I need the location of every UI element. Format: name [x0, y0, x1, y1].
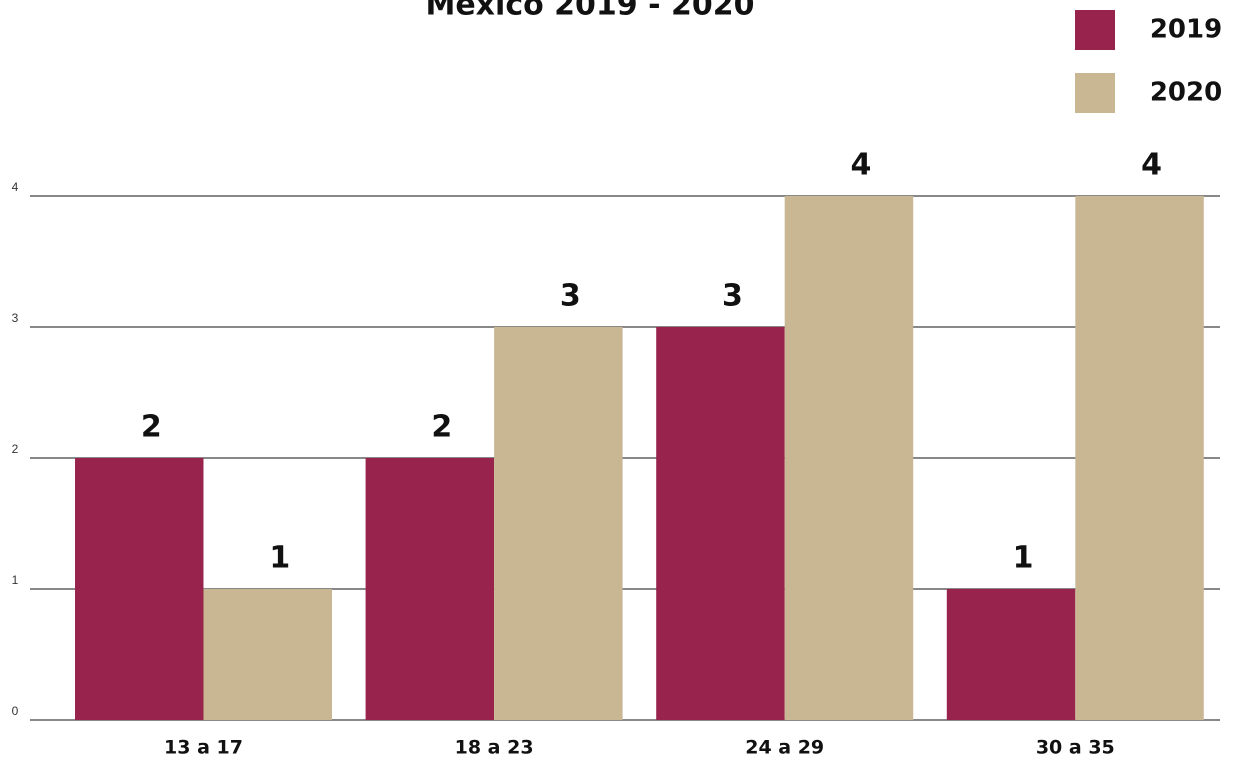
bar	[75, 458, 204, 720]
bar	[494, 327, 623, 720]
legend-swatch	[1075, 73, 1115, 113]
bar	[365, 458, 495, 720]
legend-swatch	[1075, 10, 1115, 50]
data-label: 1	[1013, 541, 1034, 576]
legend-label: 2019	[1150, 15, 1222, 45]
y-tick-label: 3	[12, 311, 19, 325]
data-label: 4	[851, 148, 872, 183]
data-label: 2	[141, 410, 162, 445]
y-tick-label: 0	[12, 704, 19, 718]
x-tick-label: 24 a 29	[745, 737, 824, 759]
chart-title: México 2019 - 2020	[425, 0, 754, 23]
data-label: 1	[269, 541, 290, 576]
legend-label: 2020	[1150, 78, 1222, 108]
bar	[1075, 196, 1204, 720]
y-tick-label: 1	[12, 573, 19, 587]
x-tick-label: 18 a 23	[455, 737, 534, 759]
bar	[656, 327, 785, 720]
x-tick-label: 30 a 35	[1036, 737, 1115, 759]
data-label: 2	[431, 410, 452, 445]
data-label: 3	[560, 279, 581, 314]
bar	[784, 196, 914, 720]
data-label: 3	[722, 279, 743, 314]
x-tick-label: 13 a 17	[164, 737, 243, 759]
y-tick-label: 2	[12, 442, 19, 456]
data-label: 4	[1141, 148, 1162, 183]
bar	[203, 589, 332, 720]
bar	[946, 589, 1076, 720]
y-tick-label: 4	[12, 180, 19, 194]
